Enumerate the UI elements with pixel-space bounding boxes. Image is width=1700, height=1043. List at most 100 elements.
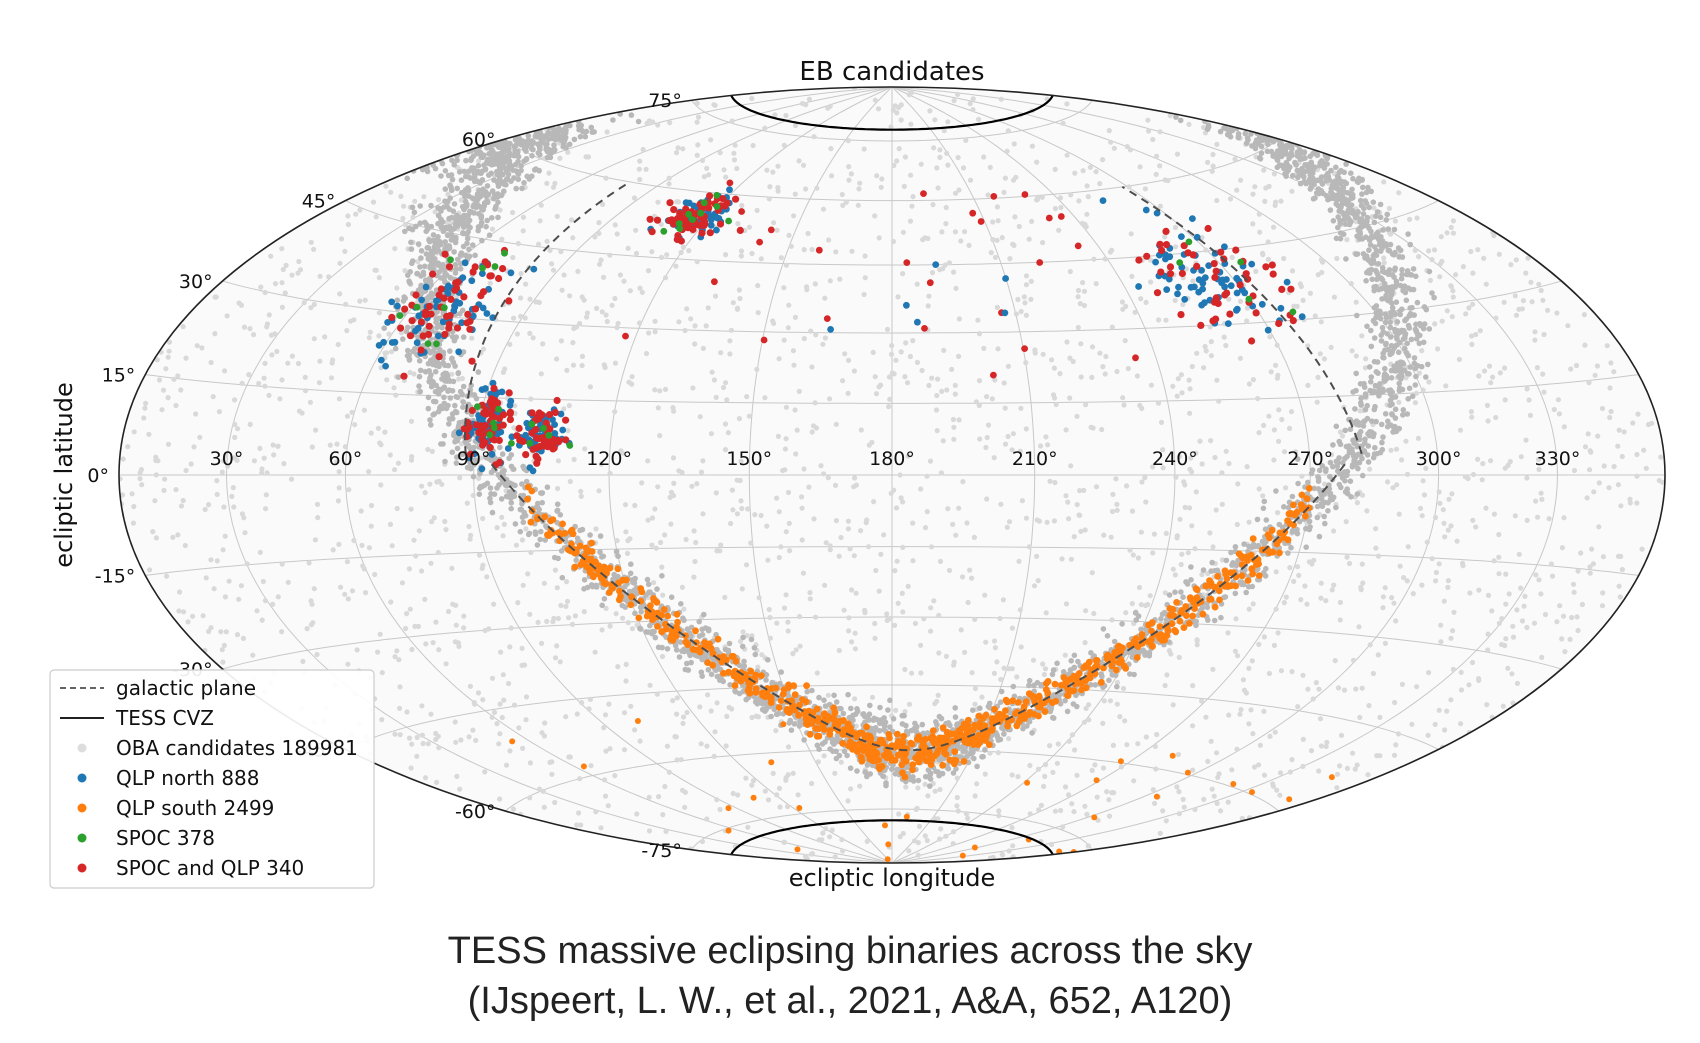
oba-point bbox=[786, 520, 792, 527]
oba-point bbox=[417, 367, 424, 374]
oba-point bbox=[985, 422, 992, 428]
oba-point bbox=[554, 585, 560, 591]
oba-point bbox=[1594, 363, 1600, 369]
oba-point bbox=[846, 357, 852, 363]
oba-point bbox=[766, 196, 772, 202]
oba-point bbox=[1353, 370, 1359, 377]
oba-point bbox=[943, 653, 950, 659]
oba-point bbox=[1066, 516, 1072, 522]
oba-point bbox=[1262, 198, 1268, 204]
oba-point bbox=[982, 747, 988, 753]
oba-point bbox=[1177, 117, 1184, 124]
oba-point bbox=[952, 705, 958, 711]
oba-point bbox=[892, 622, 898, 628]
oba-point bbox=[956, 353, 962, 359]
oba-point bbox=[1244, 464, 1250, 470]
oba-point bbox=[1540, 371, 1546, 377]
oba-point bbox=[655, 644, 662, 651]
oba-point bbox=[855, 202, 861, 208]
oba-point bbox=[825, 475, 831, 481]
oba-point bbox=[852, 475, 858, 481]
oba-point bbox=[861, 291, 867, 298]
oba-point bbox=[1436, 489, 1442, 495]
oba-point bbox=[1361, 418, 1368, 424]
oba-point bbox=[476, 475, 482, 481]
oba-point bbox=[749, 714, 755, 721]
oba-point bbox=[722, 594, 728, 601]
oba-point bbox=[462, 198, 469, 205]
oba-point bbox=[667, 120, 673, 126]
oba-point bbox=[587, 696, 594, 703]
oba-point bbox=[599, 309, 605, 315]
oba-point bbox=[845, 138, 851, 144]
oba-point bbox=[1381, 255, 1387, 261]
oba-point bbox=[755, 310, 761, 316]
oba-point bbox=[647, 622, 653, 629]
oba-point bbox=[1190, 278, 1196, 284]
oba-point bbox=[572, 613, 579, 619]
oba-point bbox=[519, 662, 525, 669]
oba-point bbox=[1076, 198, 1082, 204]
oba-point bbox=[1101, 532, 1107, 538]
oba-point bbox=[231, 504, 237, 510]
oba-point bbox=[480, 697, 486, 703]
oba-point bbox=[1029, 143, 1035, 149]
oba-point bbox=[967, 177, 974, 183]
oba-point bbox=[449, 176, 456, 183]
oba-point bbox=[849, 639, 855, 645]
oba-point bbox=[1371, 251, 1378, 258]
oba-point bbox=[910, 194, 916, 200]
oba-point bbox=[419, 483, 425, 489]
oba-point bbox=[1219, 470, 1225, 476]
oba-point bbox=[1050, 715, 1057, 721]
oba-point bbox=[415, 241, 422, 247]
oba-point bbox=[960, 479, 966, 485]
oba-point bbox=[756, 595, 762, 601]
oba-point bbox=[495, 199, 501, 206]
oba-point bbox=[1538, 490, 1544, 496]
oba-point bbox=[1120, 306, 1126, 312]
oba-point bbox=[1214, 377, 1220, 383]
oba-point bbox=[597, 261, 603, 267]
oba-point bbox=[269, 352, 275, 358]
oba-point bbox=[841, 607, 847, 613]
oba-point bbox=[400, 336, 406, 342]
oba-point bbox=[1207, 324, 1213, 330]
oba-point bbox=[845, 518, 852, 524]
oba-point bbox=[1253, 268, 1259, 274]
oba-point bbox=[812, 400, 818, 406]
oba-point bbox=[849, 248, 855, 254]
oba-point bbox=[806, 96, 813, 102]
oba-point bbox=[1137, 164, 1143, 170]
oba-point bbox=[579, 362, 585, 369]
oba-point bbox=[1091, 256, 1097, 262]
oba-point bbox=[1470, 471, 1477, 478]
oba-point bbox=[973, 399, 980, 405]
oba-point bbox=[1052, 808, 1058, 814]
oba-point bbox=[405, 347, 411, 354]
oba-point bbox=[1162, 590, 1168, 596]
oba-point bbox=[423, 641, 429, 647]
oba-point bbox=[1449, 314, 1455, 320]
oba-point bbox=[1058, 807, 1064, 814]
oba-point bbox=[637, 285, 643, 291]
oba-point bbox=[1416, 370, 1422, 376]
oba-point bbox=[578, 822, 584, 828]
oba-point bbox=[1384, 211, 1390, 218]
oba-point bbox=[801, 162, 807, 168]
oba-point bbox=[1214, 750, 1220, 756]
oba-point bbox=[1085, 194, 1091, 200]
oba-point bbox=[125, 444, 131, 450]
oba-point bbox=[1587, 448, 1593, 454]
oba-point bbox=[1102, 256, 1108, 262]
oba-point bbox=[528, 396, 534, 402]
oba-point bbox=[908, 172, 914, 178]
oba-point bbox=[520, 214, 527, 220]
oba-point bbox=[1416, 340, 1423, 347]
oba-point bbox=[1501, 299, 1507, 305]
oba-point bbox=[270, 442, 276, 448]
oba-point bbox=[1074, 413, 1080, 419]
oba-point bbox=[752, 651, 759, 658]
oba-point bbox=[1417, 505, 1424, 511]
oba-point bbox=[1506, 591, 1512, 597]
